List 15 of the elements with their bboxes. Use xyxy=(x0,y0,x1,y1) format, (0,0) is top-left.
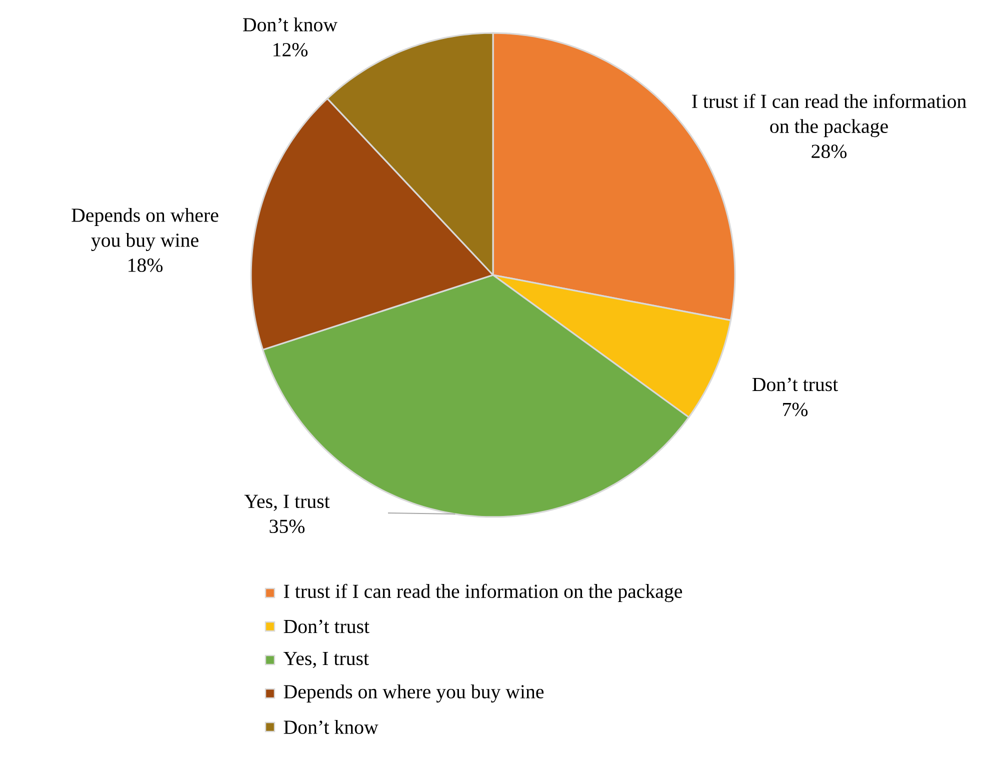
legend-label: Yes, I trust xyxy=(284,652,369,668)
slice-label: Don’t trust xyxy=(752,378,838,392)
slice-label: Don’t know xyxy=(243,17,338,32)
legend-label: Don’t know xyxy=(284,720,378,734)
legend-label: Don’t trust xyxy=(284,620,370,634)
legend-label: I trust if I can read the information on the package xyxy=(284,584,682,602)
legend-label: Depends on where you buy wine xyxy=(284,684,544,703)
data-label: 28% xyxy=(812,144,847,158)
data-label: 12% xyxy=(274,43,308,57)
data-label: 35% xyxy=(270,520,305,534)
slice-label: Yes, I trust xyxy=(244,494,330,511)
slice-label: Depends on where you buy wine xyxy=(72,208,218,252)
slice-label: I trust if I can read the information on the package xyxy=(692,94,966,138)
data-label: 7% xyxy=(783,402,808,416)
data-label: 18% xyxy=(128,258,163,272)
